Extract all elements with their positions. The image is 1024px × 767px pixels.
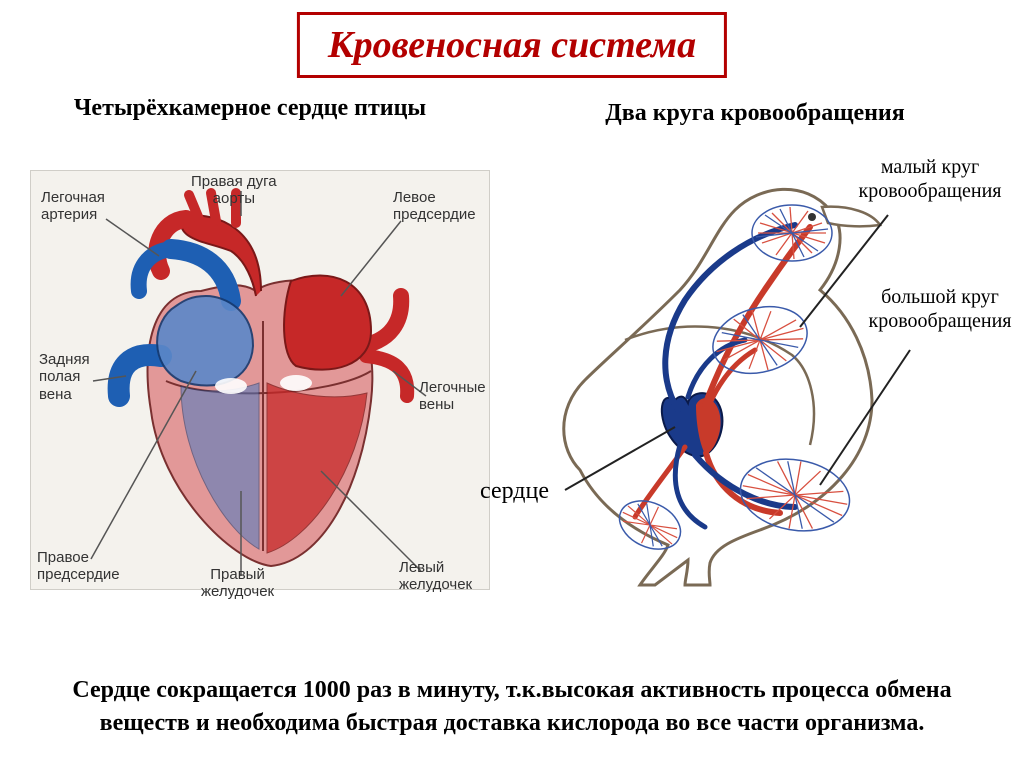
subtitle-circulation: Два круга кровообращения	[520, 100, 990, 127]
label-bird-heart: сердце	[480, 477, 600, 506]
label-aortic-arch: Правая дугааорты	[191, 173, 277, 208]
subtitle-heart: Четырёхкамерное сердце птицы	[40, 95, 460, 122]
bird-svg	[510, 155, 1000, 595]
heart-diagram-panel: Легочнаяартерия Правая дугааорты Левоепр…	[30, 170, 490, 590]
label-small-circle: малый кругкровообращения	[850, 155, 1010, 203]
label-right-ventricle: Правыйжелудочек	[201, 566, 274, 601]
label-right-atrium: Правоепредсердие	[37, 549, 120, 584]
bird-diagram-panel: малый кругкровообращения большой кругкро…	[510, 155, 1000, 595]
label-pulmonary-artery: Легочнаяартерия	[41, 189, 105, 224]
bottom-paragraph: Сердце сокращается 1000 раз в минуту, т.…	[50, 674, 974, 739]
label-left-ventricle: Левыйжелудочек	[399, 559, 472, 594]
label-large-circle: большой кругкровообращения	[860, 285, 1020, 333]
page-title: Кровеносная система	[297, 12, 727, 78]
label-pulmonary-veins: Легочныевены	[419, 379, 486, 414]
label-vena-cava: Задняяполаявена	[39, 351, 90, 403]
label-left-atrium: Левоепредсердие	[393, 189, 476, 224]
